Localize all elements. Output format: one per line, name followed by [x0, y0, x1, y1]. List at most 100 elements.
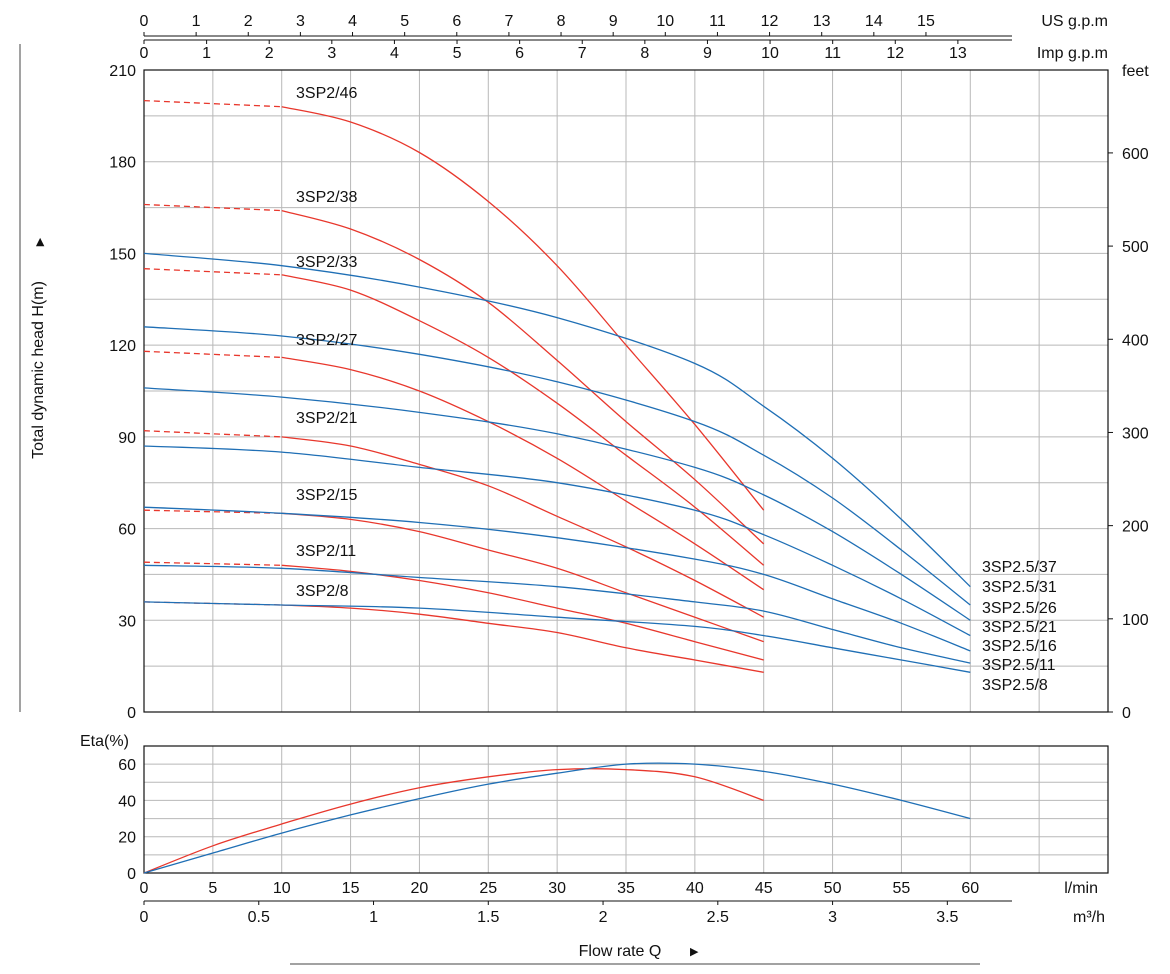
series-label: 3SP2.5/31 [982, 579, 1057, 596]
eta-tick-label: 0 [127, 866, 136, 883]
feet-tick-label: 400 [1122, 332, 1149, 349]
curve-3sp2-5-16 [143, 506, 971, 652]
curve-3sp2-5-21 [143, 445, 971, 637]
feet-tick-label: 600 [1122, 146, 1149, 163]
y-tick-label: 60 [118, 522, 136, 539]
y-tick-label: 210 [109, 63, 136, 80]
series-label: 3SP2/11 [296, 543, 356, 560]
imp-gpm-tick-label: 10 [761, 45, 779, 62]
series-label: 3SP2.5/37 [982, 559, 1057, 576]
lmin-tick-label: 10 [273, 880, 291, 897]
lmin-tick-label: 20 [411, 880, 429, 897]
m3h-tick-label: 2 [599, 909, 608, 926]
top-axis-unit-us: US g.p.m [1041, 13, 1108, 30]
us-gpm-tick-label: 6 [452, 13, 461, 30]
curve-3sp2-33 [281, 274, 765, 566]
us-gpm-tick-label: 13 [813, 13, 831, 30]
series-label: 3SP2/33 [296, 254, 357, 271]
series-label: 3SP2/38 [296, 189, 357, 206]
x-axis-unit-m3h: m³/h [1073, 909, 1105, 926]
eta-curve-1 [143, 768, 764, 874]
y-tick-label: 180 [109, 155, 136, 172]
imp-gpm-tick-label: 9 [703, 45, 712, 62]
y-tick-label: 120 [109, 338, 136, 355]
imp-gpm-tick-label: 13 [949, 45, 967, 62]
imp-gpm-tick-label: 11 [824, 45, 841, 62]
us-gpm-tick-label: 5 [400, 13, 409, 30]
us-gpm-tick-label: 2 [244, 13, 253, 30]
head-chart-grid [19, 32, 1113, 713]
curve-3sp2-5-8 [143, 601, 971, 673]
head-chart-curves [143, 99, 971, 673]
imp-gpm-tick-label: 7 [578, 45, 587, 62]
imp-gpm-tick-label: 3 [327, 45, 336, 62]
right-axis-unit: feet [1122, 63, 1149, 80]
us-gpm-tick-label: 7 [504, 13, 513, 30]
m3h-tick-label: 1.5 [477, 909, 499, 926]
imp-gpm-tick-label: 0 [140, 45, 149, 62]
eta-curve-2 [143, 762, 971, 874]
curve-dashed-start [143, 561, 282, 566]
feet-tick-label: 300 [1122, 425, 1149, 442]
m3h-tick-label: 1 [369, 909, 378, 926]
curve-dashed-start [143, 99, 282, 108]
us-gpm-tick-label: 9 [609, 13, 618, 30]
us-gpm-tick-label: 1 [192, 13, 201, 30]
x-axis-unit-lmin: l/min [1064, 880, 1098, 897]
y-tick-label: 150 [109, 246, 136, 263]
lmin-tick-label: 40 [686, 880, 704, 897]
series-label: 3SP2.5/8 [982, 677, 1048, 694]
us-gpm-tick-label: 3 [296, 13, 305, 30]
lmin-tick-label: 30 [548, 880, 566, 897]
top-axis-unit-imp: Imp g.p.m [1037, 45, 1108, 62]
us-gpm-tick-label: 0 [140, 13, 149, 30]
eta-chart-curves [143, 762, 971, 874]
imp-gpm-tick-label: 12 [886, 45, 904, 62]
curve-3sp2-5-11 [143, 564, 971, 664]
lmin-tick-label: 50 [824, 880, 842, 897]
curve-3sp2-38 [281, 209, 765, 545]
series-label: 3SP2/46 [296, 85, 357, 102]
us-gpm-tick-label: 8 [557, 13, 566, 30]
curve-3sp2-27 [281, 356, 765, 591]
m3h-tick-label: 0.5 [248, 909, 270, 926]
m3h-tick-label: 2.5 [707, 909, 729, 926]
lmin-tick-label: 15 [342, 880, 360, 897]
eta-tick-label: 40 [118, 793, 136, 810]
imp-gpm-tick-label: 2 [265, 45, 274, 62]
series-label: 3SP2/21 [296, 410, 357, 427]
x-axis-arrow-icon: ▶ [690, 946, 699, 958]
lmin-tick-label: 5 [208, 880, 217, 897]
us-gpm-tick-label: 11 [709, 13, 726, 30]
y-tick-label: 30 [118, 613, 136, 630]
curve-3sp2-15 [281, 512, 764, 643]
eta-tick-label: 20 [118, 830, 136, 847]
lmin-tick-label: 55 [893, 880, 911, 897]
lmin-tick-label: 60 [961, 880, 979, 897]
x-axis-title: Flow rate Q [579, 943, 662, 960]
imp-gpm-tick-label: 6 [515, 45, 524, 62]
curve-dashed-start [143, 509, 282, 514]
curve-3sp2-46 [281, 106, 765, 511]
series-label: 3SP2/15 [296, 487, 357, 504]
imp-gpm-tick-label: 5 [453, 45, 462, 62]
imp-gpm-tick-label: 4 [390, 45, 399, 62]
series-label: 3SP2.5/26 [982, 600, 1057, 617]
series-label: 3SP2.5/11 [982, 657, 1056, 674]
feet-tick-label: 500 [1122, 239, 1149, 256]
imp-gpm-tick-label: 1 [202, 45, 211, 62]
y-axis-title: Total dynamic head H(m) [30, 281, 47, 459]
curve-3sp2-21 [281, 436, 765, 618]
m3h-tick-label: 0 [140, 909, 149, 926]
curve-dashed-start [143, 350, 282, 359]
curve-dashed-start [143, 268, 282, 276]
lmin-tick-label: 25 [479, 880, 497, 897]
us-gpm-tick-label: 12 [761, 13, 779, 30]
m3h-tick-label: 3.5 [936, 909, 958, 926]
y-tick-label: 0 [127, 705, 136, 722]
series-label: 3SP2.5/21 [982, 619, 1057, 636]
curve-3sp2-8 [281, 604, 764, 673]
series-label: 3SP2/8 [296, 583, 349, 600]
